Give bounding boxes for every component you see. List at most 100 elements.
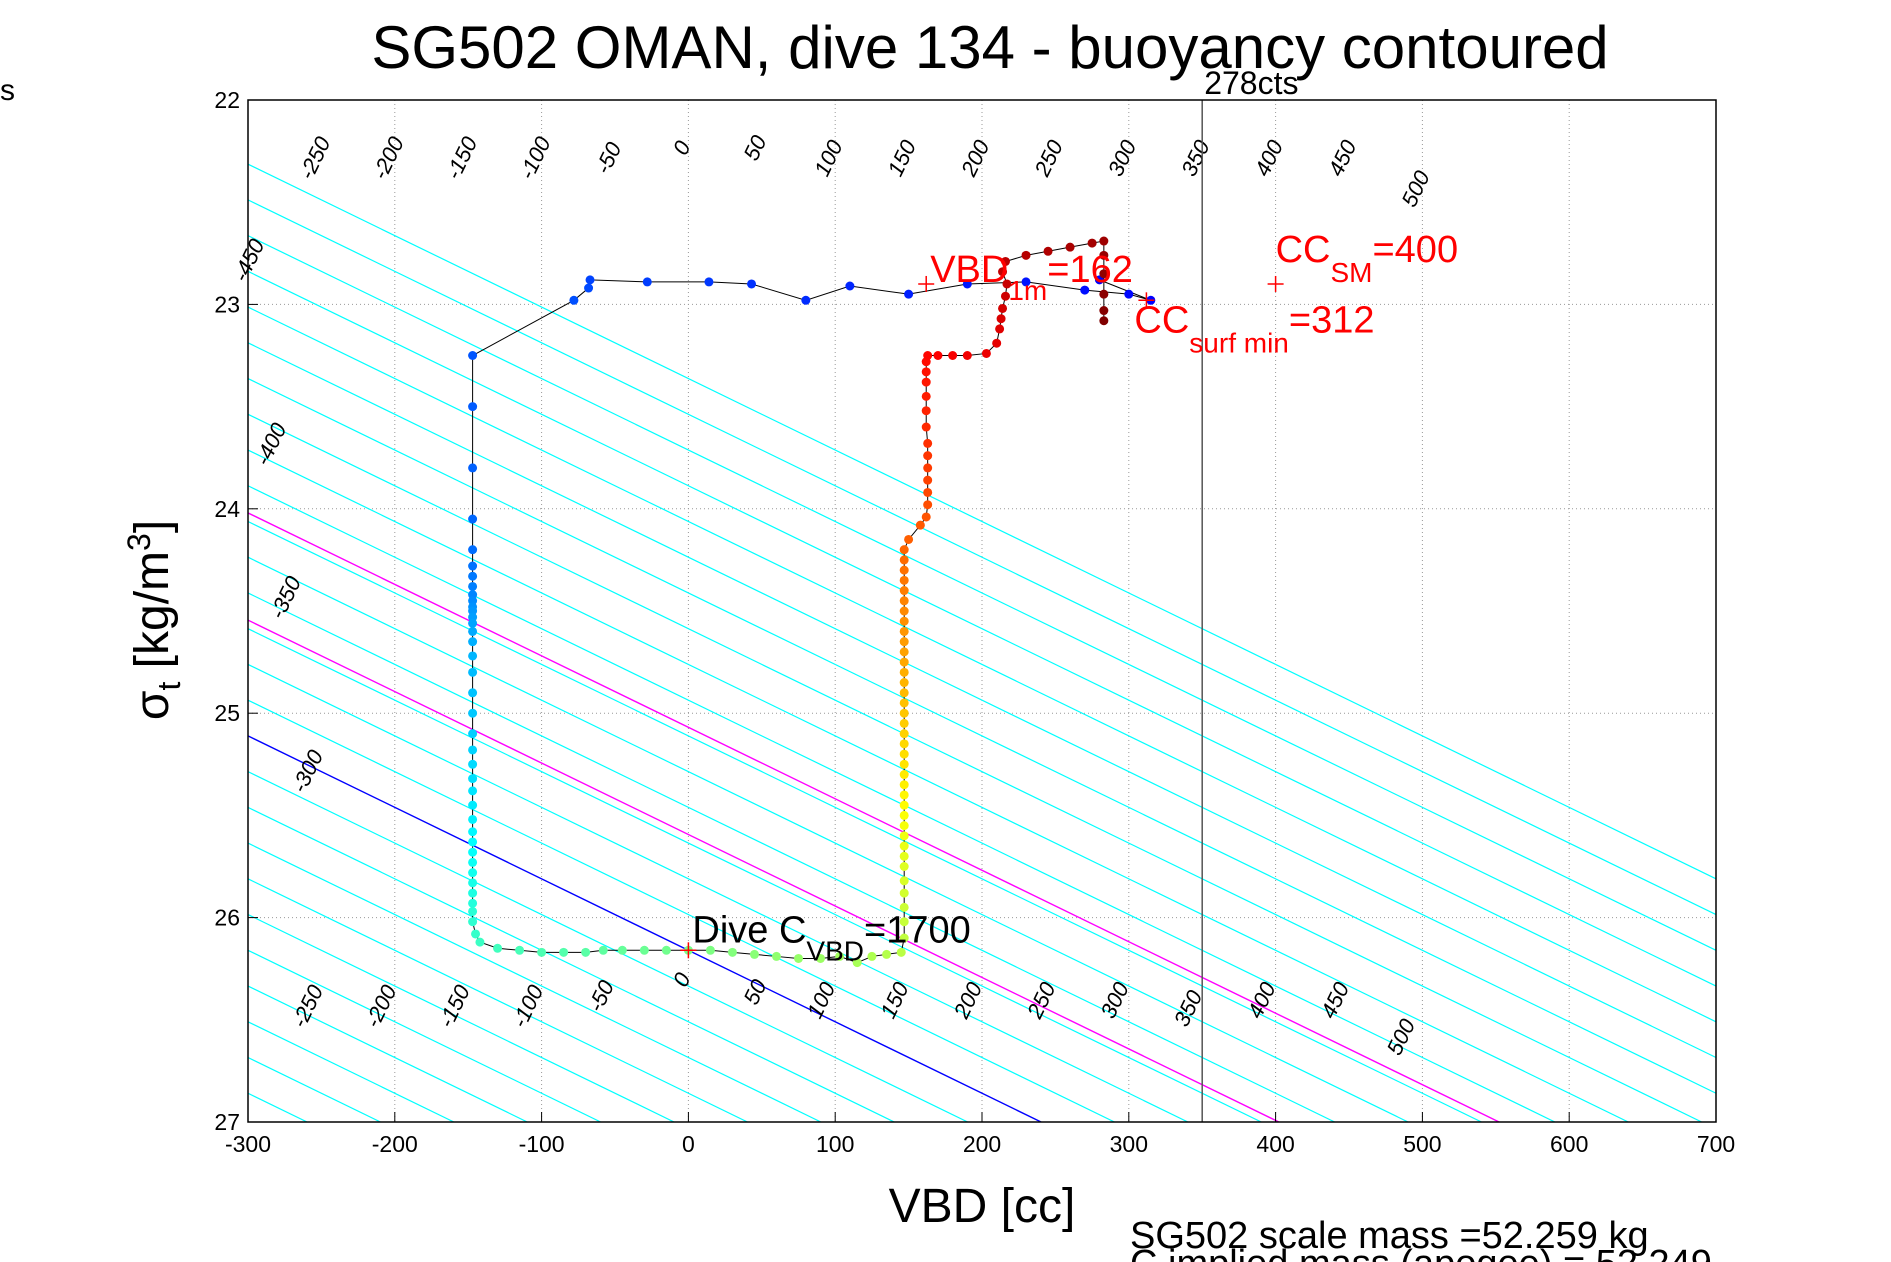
data-point	[962, 351, 972, 360]
data-point	[899, 718, 909, 728]
data-point	[899, 888, 909, 898]
data-point	[794, 953, 803, 963]
contour-label: 200	[956, 135, 995, 181]
data-point	[1000, 291, 1010, 301]
data-point	[468, 827, 478, 837]
data-point	[537, 947, 547, 957]
data-point	[867, 951, 877, 961]
data-point	[468, 571, 478, 581]
data-point	[899, 688, 909, 698]
data-point	[569, 295, 579, 305]
contour-label: 50	[738, 131, 772, 165]
contour-label: -200	[367, 132, 409, 183]
contour-label: 450	[1323, 135, 1362, 180]
data-point	[921, 367, 931, 377]
data-point	[1099, 289, 1109, 299]
contour-line	[0, 100, 13, 1122]
track-line	[472, 240, 1152, 964]
x-tick-label: -300	[225, 1131, 271, 1157]
data-point	[642, 277, 652, 287]
data-point	[923, 500, 933, 510]
contour-label: -100	[514, 132, 556, 183]
data-point	[1099, 316, 1109, 326]
data-point	[1099, 269, 1109, 279]
contour-line	[248, 913, 675, 1122]
data-point	[899, 770, 909, 780]
data-point	[468, 618, 478, 628]
data-point	[468, 463, 478, 473]
data-point	[704, 277, 714, 287]
data-point	[661, 945, 671, 955]
data-point	[468, 745, 478, 755]
dive-points	[468, 236, 1156, 968]
data-point	[899, 831, 909, 841]
contour-line	[248, 377, 1716, 1094]
data-point	[923, 487, 933, 497]
data-point	[923, 438, 933, 448]
x-axis-ticks: -300 -200 -100 0 100 200 300 400 500 600 700	[225, 1112, 1735, 1157]
data-point	[515, 945, 525, 955]
data-point	[921, 406, 931, 416]
contour-label: -50	[590, 138, 627, 178]
data-point	[899, 749, 909, 759]
data-point	[617, 945, 627, 955]
data-point	[899, 626, 909, 636]
data-point	[899, 555, 909, 565]
data-point	[468, 786, 478, 796]
contour-label: -250	[286, 980, 328, 1031]
marker-label: CCSM=400	[1276, 229, 1458, 288]
contour-line	[248, 592, 1335, 1122]
data-point	[468, 581, 478, 591]
data-point	[899, 759, 909, 769]
x-tick-label: 100	[816, 1131, 854, 1157]
data-point	[468, 667, 478, 677]
contour-label: -300	[286, 745, 328, 796]
data-point	[468, 545, 478, 555]
data-point	[468, 561, 478, 571]
data-point	[1002, 279, 1012, 289]
left-clipped-label: s	[0, 74, 15, 107]
data-point	[899, 657, 909, 667]
data-point	[921, 391, 931, 401]
data-point	[468, 402, 478, 412]
data-point	[962, 279, 972, 289]
contour-line	[248, 199, 1716, 916]
data-point	[1043, 246, 1053, 256]
contour-label: -100	[507, 980, 549, 1031]
contour-line	[248, 342, 1716, 1059]
data-point	[923, 351, 933, 360]
data-point	[899, 667, 909, 677]
contour-label: 0	[668, 968, 696, 991]
data-point	[468, 800, 478, 810]
data-point	[1099, 306, 1109, 316]
contour-line	[248, 770, 968, 1122]
data-point	[882, 949, 892, 959]
contour-label: 250	[1029, 135, 1068, 181]
contour-label: 500	[1396, 166, 1435, 211]
contour-line	[248, 449, 1629, 1122]
data-point	[899, 739, 909, 749]
data-point	[747, 279, 757, 289]
x-tick-label: 0	[682, 1131, 695, 1157]
marker-label: VBD1m=162	[930, 249, 1133, 306]
contour-line	[248, 1056, 381, 1122]
x-tick-label: 700	[1697, 1131, 1735, 1157]
contour-label: -150	[433, 980, 475, 1031]
data-point	[899, 902, 909, 912]
data-point	[1099, 250, 1109, 260]
contour-line	[248, 628, 1262, 1122]
data-point	[471, 929, 481, 939]
contour-label: 300	[1103, 135, 1142, 180]
contour-line	[248, 234, 1716, 951]
data-point	[899, 821, 909, 831]
data-point	[899, 565, 909, 575]
data-point	[468, 688, 478, 698]
contour-line	[248, 413, 1702, 1122]
data-point	[1000, 256, 1010, 266]
contour-label: 500	[1382, 1014, 1421, 1059]
data-point	[899, 917, 909, 927]
y-tick-label: 27	[214, 1109, 240, 1135]
y-axis-ticks: 22 23 24 25 26 27	[214, 87, 258, 1135]
data-point	[468, 814, 478, 824]
